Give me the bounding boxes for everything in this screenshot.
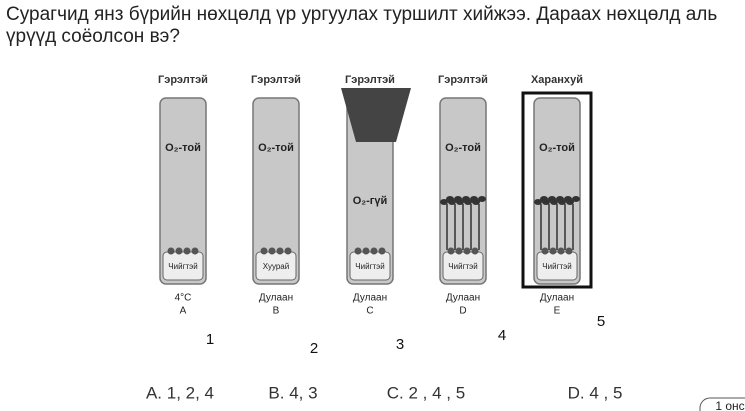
option: D. 4 , 5 [568,383,623,402]
top-label: Гэрэлтэй [345,74,395,86]
seed [191,247,199,255]
option: C. 2 , 4 , 5 [387,383,465,402]
cotton [349,251,391,281]
seed [167,247,175,255]
number: 5 [597,313,605,330]
cotton [536,251,578,281]
cap [341,88,411,142]
letter: C [366,306,373,317]
letter: B [273,306,280,317]
seed [370,247,378,255]
tube [533,97,581,285]
bottom-label: Хуурай [263,262,289,271]
seed [268,247,276,255]
seed [565,247,573,255]
seed [284,247,292,255]
seed [276,247,284,255]
leaf [566,199,574,205]
next-button[interactable] [699,397,745,411]
tube [252,97,300,285]
leaf [572,196,580,202]
seed [447,247,455,255]
number: 4 [498,327,506,344]
seed [471,247,479,255]
seed [260,247,268,255]
number: 2 [310,340,318,357]
top-label: Гэрэлтэй [158,74,208,86]
seed [549,247,557,255]
inner-label: O₂-той [539,142,575,154]
seed [378,247,386,255]
seed [362,247,370,255]
bottom-label: Чийгтэй [542,262,571,271]
seed [183,247,191,255]
leaf [558,199,566,205]
seed [557,247,565,255]
top-label: Гэрэлтэй [251,74,301,86]
seed [463,247,471,255]
leaf [534,199,542,205]
leaf [472,199,480,205]
condition: Дулаан [353,293,387,304]
bottom-label: Чийгтэй [168,262,197,271]
bottom-label: Чийгтэй [448,262,477,271]
cotton [255,251,297,281]
top-label: Гэрэлтэй [438,74,488,86]
leaf [464,199,472,205]
top-label: Харанхуй [531,74,583,86]
leaf [440,199,448,205]
condition: Дулаан [446,293,480,304]
leaf [542,199,550,205]
inner-label: O₂-гүй [353,195,388,207]
seed [354,247,362,255]
number: 1 [206,331,214,348]
inner-label: O₂-той [445,142,481,154]
letter: A [180,306,187,317]
leaf [550,199,558,205]
condition: Дулаан [259,293,293,304]
inner-label: O₂-той [165,142,201,154]
seed [455,247,463,255]
seed [541,247,549,255]
condition: Дулаан [540,293,574,304]
condition: 4°C [175,293,192,304]
leaf [456,199,464,205]
option: B. 4, 3 [268,383,317,402]
number: 3 [396,336,404,353]
tube [439,97,487,285]
question: Сурагчид янз бүрийн нөхцөлд үр ургуулах … [6,4,718,47]
cotton [442,251,484,281]
cotton [162,251,204,281]
next-button-label[interactable]: 1 онс [715,399,744,411]
tube [159,97,207,285]
letter: E [554,306,561,317]
bottom-label: Чийгтэй [355,262,384,271]
leaf [478,196,486,202]
seed [175,247,183,255]
inner-label: O₂-той [258,142,294,154]
option: A. 1, 2, 4 [146,383,214,402]
dark-box [521,91,593,289]
letter: D [459,306,466,317]
leaf [448,199,456,205]
